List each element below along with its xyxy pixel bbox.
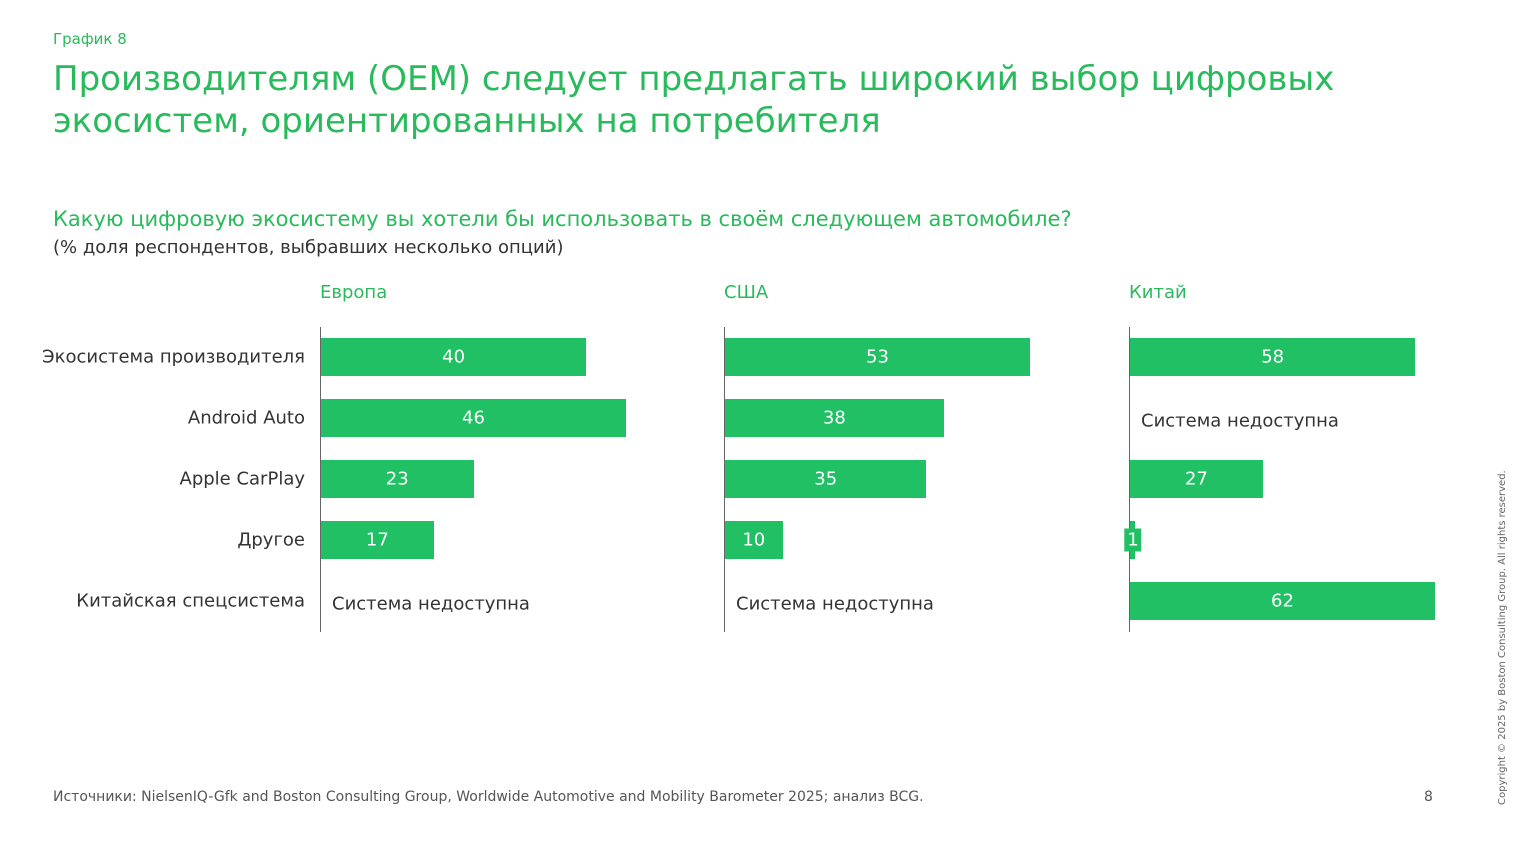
category-label: Другое (237, 529, 305, 551)
copyright: Copyright © 2025 by Boston Consulting Gr… (1497, 470, 1508, 805)
panel-title: Китай (1129, 282, 1187, 303)
not-available-label: Система недоступна (736, 593, 934, 615)
bar (321, 399, 626, 437)
bar-value-label: 62 (1271, 590, 1294, 612)
bar (321, 338, 587, 376)
bar (321, 460, 474, 498)
bar (1130, 460, 1263, 498)
not-available-label: Система недоступна (332, 593, 530, 615)
source-note: Источники: NielsenIQ-Gfk and Boston Cons… (53, 789, 924, 805)
bar-value-label: 27 (1184, 468, 1208, 490)
panel-title: США (724, 282, 769, 303)
chart-kicker: График 8 (53, 30, 127, 48)
bar (725, 399, 944, 437)
bar (725, 338, 1030, 376)
bar (1130, 338, 1416, 376)
bar (725, 521, 783, 559)
bar-value-label: 17 (365, 529, 389, 551)
bar-value-label: 46 (462, 407, 485, 429)
category-label: Apple CarPlay (179, 468, 306, 490)
bar-value-label: 10 (742, 529, 766, 551)
bar (725, 460, 927, 498)
bar-value-label: 1 (1124, 528, 1142, 552)
bar (1130, 582, 1435, 620)
category-label: Китайская спецсистема (76, 590, 305, 612)
bar-value-label: 53 (866, 346, 889, 368)
slide-title: Производителям (OEM) следует предлагать … (53, 59, 1335, 141)
panel-axis (1129, 327, 1130, 632)
bar-value-label: 23 (385, 468, 409, 490)
category-label: Android Auto (187, 407, 305, 429)
panel-title: Европа (320, 282, 388, 303)
bar-value-label: 40 (442, 346, 466, 368)
bar-value-label: 38 (822, 407, 846, 429)
category-label: Экосистема производителя (42, 346, 305, 368)
page-number: 8 (1424, 789, 1433, 805)
panel-axis (320, 327, 321, 632)
bar-value-label: 58 (1261, 346, 1285, 368)
not-available-label: Система недоступна (1141, 410, 1339, 432)
bar (321, 521, 434, 559)
chart-note: (% доля респондентов, выбравших нескольк… (53, 237, 564, 258)
panel-axis (724, 327, 725, 632)
chart-question: Какую цифровую экосистему вы хотели бы и… (53, 207, 1072, 231)
bar-value-label: 35 (814, 468, 838, 490)
